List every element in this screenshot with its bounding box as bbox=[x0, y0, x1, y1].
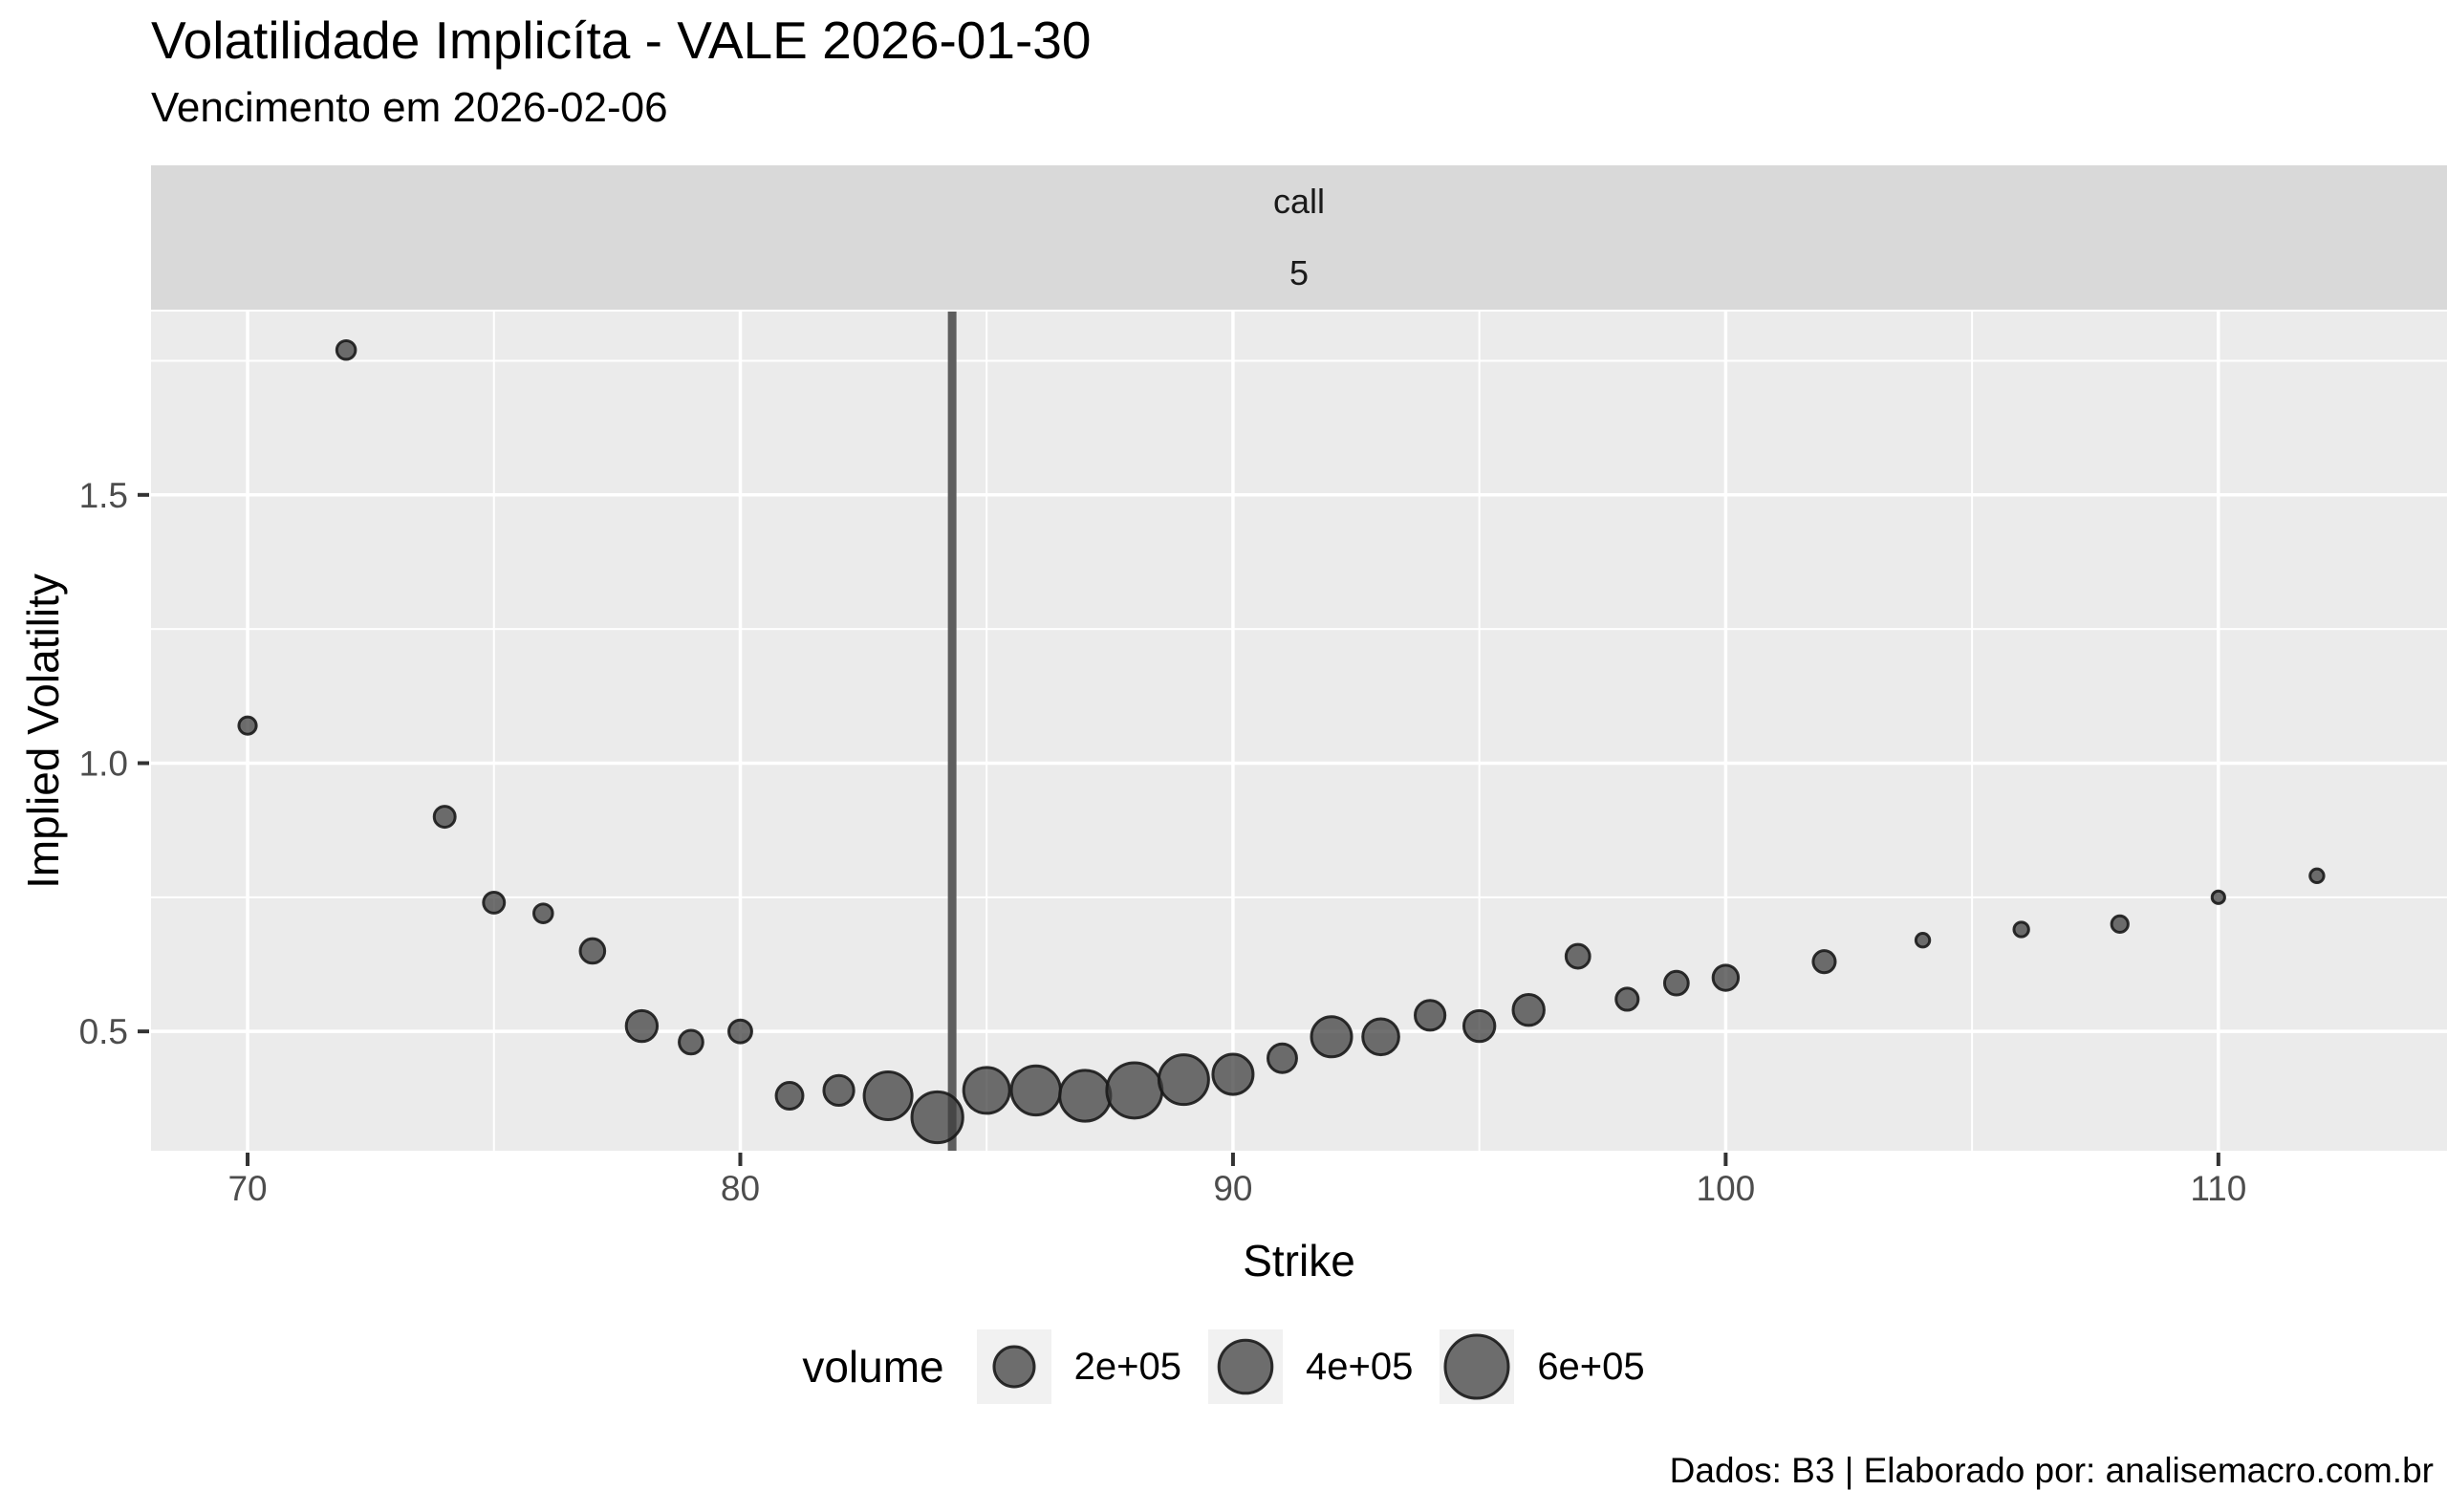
data-point bbox=[910, 1090, 964, 1145]
data-point bbox=[532, 902, 554, 924]
legend-key-circle-icon bbox=[1207, 1329, 1283, 1404]
facet-strip: call 5 bbox=[151, 165, 2447, 310]
data-point bbox=[1564, 942, 1592, 970]
legend-item: 4e+05 bbox=[1207, 1329, 1414, 1404]
legend-label: 6e+05 bbox=[1537, 1345, 1645, 1388]
facet-strip-outer-label: call bbox=[1272, 181, 1326, 221]
data-point bbox=[2110, 914, 2130, 935]
data-point bbox=[822, 1073, 855, 1108]
data-point bbox=[727, 1018, 753, 1045]
size-legend: volume 2e+05 4e+05 6e+05 bbox=[0, 1328, 2447, 1405]
legend-label: 2e+05 bbox=[1073, 1345, 1181, 1388]
data-point bbox=[1462, 1008, 1497, 1044]
data-point bbox=[482, 890, 507, 915]
data-point bbox=[1310, 1015, 1353, 1059]
data-point bbox=[1811, 949, 1837, 975]
legend-label: 4e+05 bbox=[1305, 1345, 1414, 1388]
data-point bbox=[432, 805, 457, 830]
y-tick-label: 0.5 bbox=[79, 1012, 128, 1051]
data-point bbox=[1914, 932, 1932, 949]
data-point bbox=[2308, 867, 2326, 885]
legend-bubble-icon bbox=[992, 1345, 1036, 1389]
legend-item: 6e+05 bbox=[1440, 1329, 1645, 1404]
data-point bbox=[2012, 920, 2030, 939]
data-point bbox=[1105, 1061, 1164, 1120]
data-point bbox=[1711, 963, 1741, 992]
x-tick-label: 100 bbox=[1697, 1169, 1756, 1208]
x-tick-label: 110 bbox=[2190, 1169, 2246, 1208]
data-point bbox=[962, 1066, 1011, 1115]
caption: Dados: B3 | Elaborado por: analisemacro.… bbox=[1669, 1451, 2434, 1490]
data-point bbox=[335, 338, 357, 361]
plot-panel bbox=[151, 312, 2447, 1151]
y-tick-label: 1.0 bbox=[79, 744, 128, 783]
legend-bubble-icon bbox=[1443, 1333, 1510, 1400]
legend-title: volume bbox=[802, 1342, 944, 1392]
y-tick-label: 1.5 bbox=[79, 476, 128, 515]
data-point bbox=[1662, 969, 1690, 997]
data-point bbox=[624, 1008, 660, 1044]
page-subtitle: Vencimento em 2026-02-06 bbox=[151, 84, 668, 131]
facet-strip-inner-label: 5 bbox=[1288, 253, 1310, 293]
page-title: Volatilidade Implicíta - VALE 2026-01-30 bbox=[151, 11, 1092, 70]
x-tick-label: 70 bbox=[227, 1169, 267, 1208]
x-axis-title: Strike bbox=[1243, 1236, 1355, 1285]
data-point bbox=[1157, 1053, 1210, 1107]
data-point bbox=[774, 1081, 805, 1111]
data-point bbox=[578, 937, 607, 965]
legend-key-circle-icon bbox=[1440, 1329, 1515, 1404]
data-point bbox=[1413, 999, 1447, 1032]
data-point bbox=[237, 715, 258, 736]
data-point bbox=[2210, 889, 2226, 905]
legend-item: 2e+05 bbox=[976, 1329, 1181, 1404]
data-point bbox=[1009, 1064, 1062, 1117]
data-point bbox=[1614, 986, 1640, 1012]
data-point bbox=[1211, 1052, 1255, 1096]
x-tick-label: 80 bbox=[721, 1169, 760, 1208]
data-point bbox=[1511, 992, 1546, 1027]
legend-key-circle-icon bbox=[976, 1329, 1051, 1404]
data-point bbox=[678, 1028, 704, 1056]
data-point bbox=[1266, 1042, 1298, 1074]
x-tick-label: 90 bbox=[1213, 1169, 1252, 1208]
legend-bubble-icon bbox=[1217, 1338, 1274, 1395]
data-point bbox=[862, 1069, 914, 1122]
data-point bbox=[1361, 1017, 1400, 1057]
data-point bbox=[1058, 1069, 1113, 1123]
y-axis-title: Implied Volatility bbox=[18, 573, 68, 889]
